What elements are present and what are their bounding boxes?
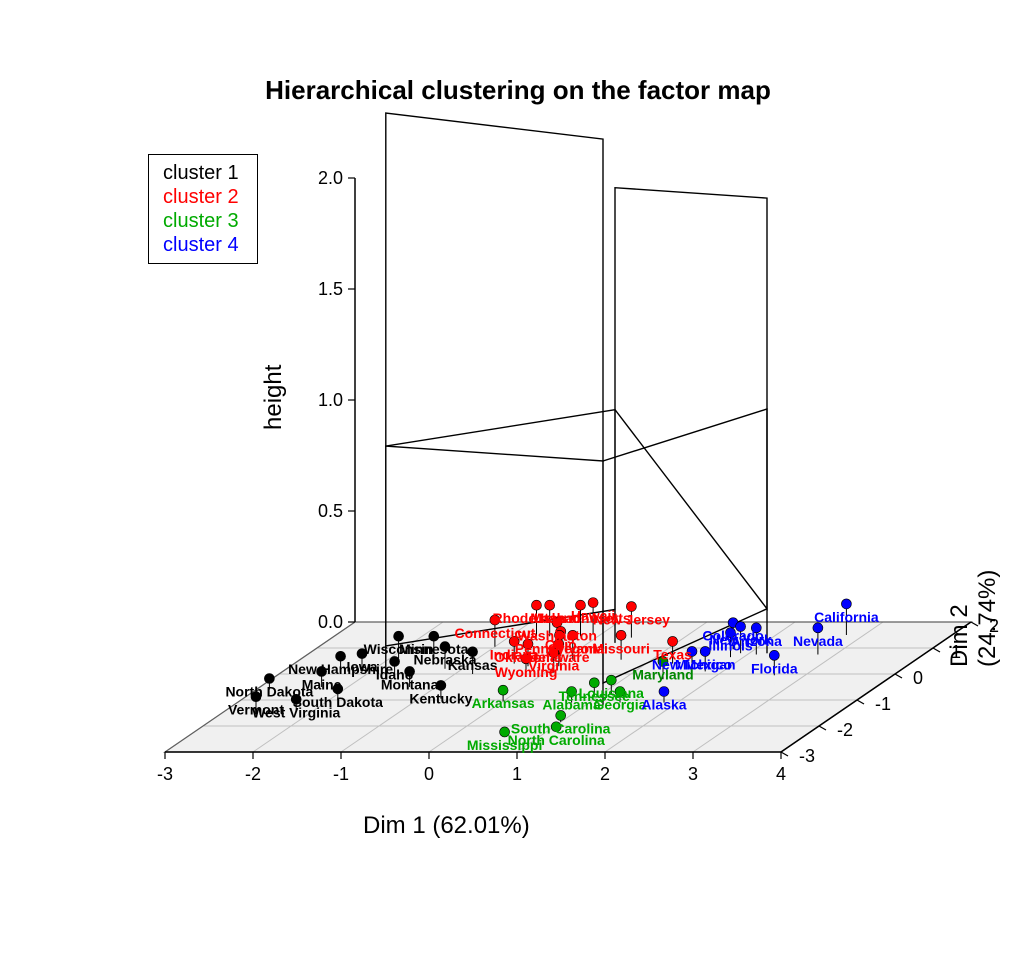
svg-text:-2: -2 bbox=[837, 720, 853, 740]
point-label: Maryland bbox=[632, 666, 693, 682]
point-label: West Virginia bbox=[252, 704, 340, 720]
svg-text:-3: -3 bbox=[157, 764, 173, 784]
svg-text:-2: -2 bbox=[245, 764, 261, 784]
chart-container: { "title": "Hierarchical clustering on t… bbox=[0, 0, 1036, 960]
svg-text:1: 1 bbox=[512, 764, 522, 784]
svg-text:2: 2 bbox=[600, 764, 610, 784]
svg-text:2.0: 2.0 bbox=[318, 168, 343, 188]
point-label: Kentucky bbox=[409, 690, 472, 706]
point-label: Arkansas bbox=[472, 695, 535, 711]
y-axis-label: Dim 2 (24.74%) bbox=[946, 570, 1002, 667]
point-label: Alabama bbox=[542, 697, 601, 713]
point-label: Wyoming bbox=[495, 664, 558, 680]
point-label: Missouri bbox=[592, 640, 650, 656]
svg-text:0: 0 bbox=[424, 764, 434, 784]
z-axis-label: height bbox=[260, 365, 288, 430]
svg-text:0.0: 0.0 bbox=[318, 612, 343, 632]
svg-text:4: 4 bbox=[776, 764, 786, 784]
svg-text:0.5: 0.5 bbox=[318, 501, 343, 521]
point-label: Mississippi bbox=[467, 737, 542, 753]
svg-text:-3: -3 bbox=[799, 746, 815, 766]
svg-text:-1: -1 bbox=[333, 764, 349, 784]
svg-text:-1: -1 bbox=[875, 694, 891, 714]
x-axis-label: Dim 1 (62.01%) bbox=[363, 812, 530, 840]
point-label: Alaska bbox=[641, 697, 686, 713]
point-label: New Jersey bbox=[593, 612, 670, 628]
point-label: California bbox=[814, 609, 879, 625]
svg-text:3: 3 bbox=[688, 764, 698, 784]
svg-text:1.0: 1.0 bbox=[318, 390, 343, 410]
point-label: Georgia bbox=[594, 697, 647, 713]
point-label: Kansas bbox=[448, 657, 498, 673]
point-label: Nevada bbox=[793, 633, 843, 649]
svg-text:1.5: 1.5 bbox=[318, 279, 343, 299]
svg-text:0: 0 bbox=[913, 668, 923, 688]
point-label: Florida bbox=[751, 660, 798, 676]
point-label: Illinois bbox=[708, 638, 753, 654]
